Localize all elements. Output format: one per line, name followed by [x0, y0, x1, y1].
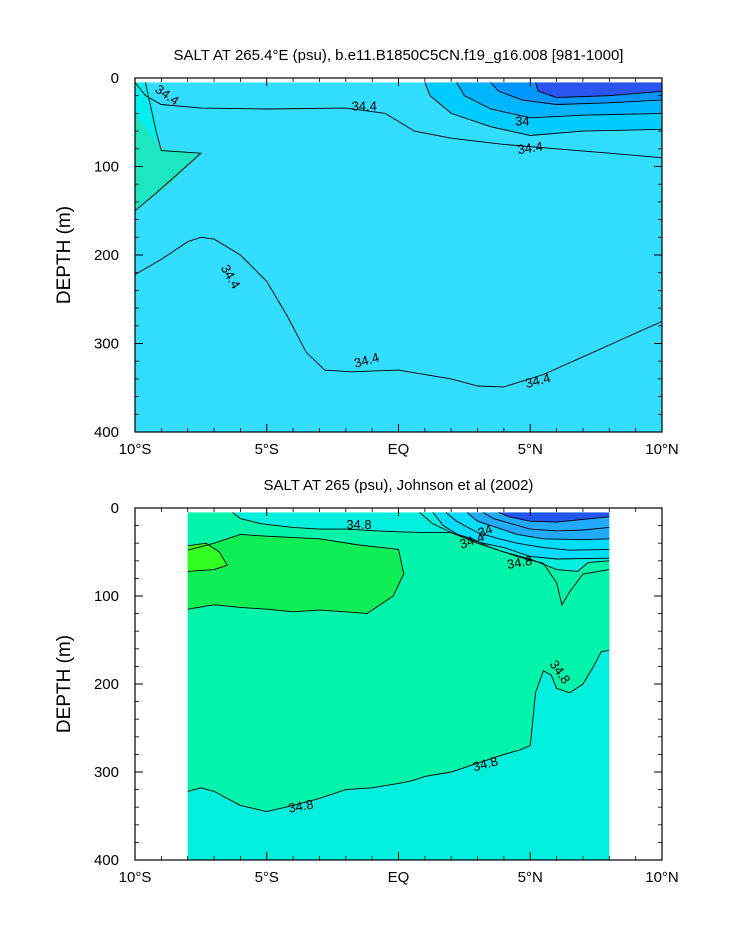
x-tick-label: 5°S: [255, 869, 279, 886]
contour-line-1: [232, 512, 452, 534]
filled-region-2: [135, 113, 201, 211]
contour-line-3: [187, 650, 610, 813]
contour-label-6: 34.8: [471, 753, 499, 774]
contour-label-4: 34.4: [517, 139, 544, 157]
contour-line-7: [432, 512, 610, 560]
contour-line-5: [187, 542, 228, 572]
y-tick-label: 100: [94, 159, 119, 176]
contour-line-4: [187, 533, 405, 615]
x-tick-label: 10°N: [645, 441, 679, 458]
filled-region-3: [187, 534, 404, 614]
x-tick-label: 10°S: [119, 869, 152, 886]
contour-line-1: [135, 82, 662, 159]
contour-label-7: 34.8: [287, 797, 315, 816]
contour-label-3: 34: [515, 114, 529, 129]
contour-line-4: [424, 82, 662, 136]
y-axis-label: DEPTH (m): [54, 206, 75, 304]
contour-line-6: [490, 82, 662, 105]
x-tick-label: EQ: [388, 441, 410, 458]
contour-label-2: 34.4: [352, 99, 377, 114]
chart-title: SALT AT 265.4°E (psu), b.e11.B1850C5CN.f…: [174, 47, 624, 64]
x-tick-label: 5°N: [518, 441, 543, 458]
y-tick-label: 0: [111, 70, 119, 87]
y-tick-label: 300: [94, 336, 119, 353]
contour-line-9: [466, 512, 610, 541]
y-tick-label: 0: [111, 500, 119, 517]
contour-line-8: [445, 512, 610, 551]
contour-line-5: [456, 82, 662, 119]
contour-label-6: 34.4: [352, 350, 380, 371]
contour-label-7: 34.4: [524, 370, 552, 391]
contour-line-7: [535, 82, 662, 98]
contour-line-10: [482, 512, 610, 532]
contour-line-2: [135, 236, 662, 388]
y-tick-label: 400: [94, 852, 119, 869]
filled-region-4: [187, 543, 228, 572]
filled-region-7: [498, 512, 610, 523]
y-axis-label: DEPTH (m): [54, 635, 75, 733]
y-tick-label: 400: [94, 424, 119, 441]
x-tick-label: 10°N: [645, 869, 679, 886]
contour-label-1: 34.8: [346, 517, 371, 532]
contour-line-2: [451, 532, 610, 572]
background-fill: [135, 82, 662, 433]
contour-line-6: [419, 512, 610, 606]
y-tick-label: 200: [94, 247, 119, 264]
contour-label-2: 34: [476, 521, 495, 540]
chart-title: SALT AT 265 (psu), Johnson et al (2002): [264, 477, 534, 494]
x-tick-label: EQ: [388, 869, 410, 886]
contour-line-11: [498, 512, 610, 523]
contour-line-3: [135, 82, 203, 212]
contour-label-4: 34.8: [506, 553, 534, 572]
x-tick-label: 10°S: [119, 441, 152, 458]
y-tick-label: 200: [94, 676, 119, 693]
x-tick-label: 5°N: [518, 869, 543, 886]
y-tick-label: 100: [94, 588, 119, 605]
x-tick-label: 5°S: [255, 441, 279, 458]
y-tick-label: 300: [94, 764, 119, 781]
